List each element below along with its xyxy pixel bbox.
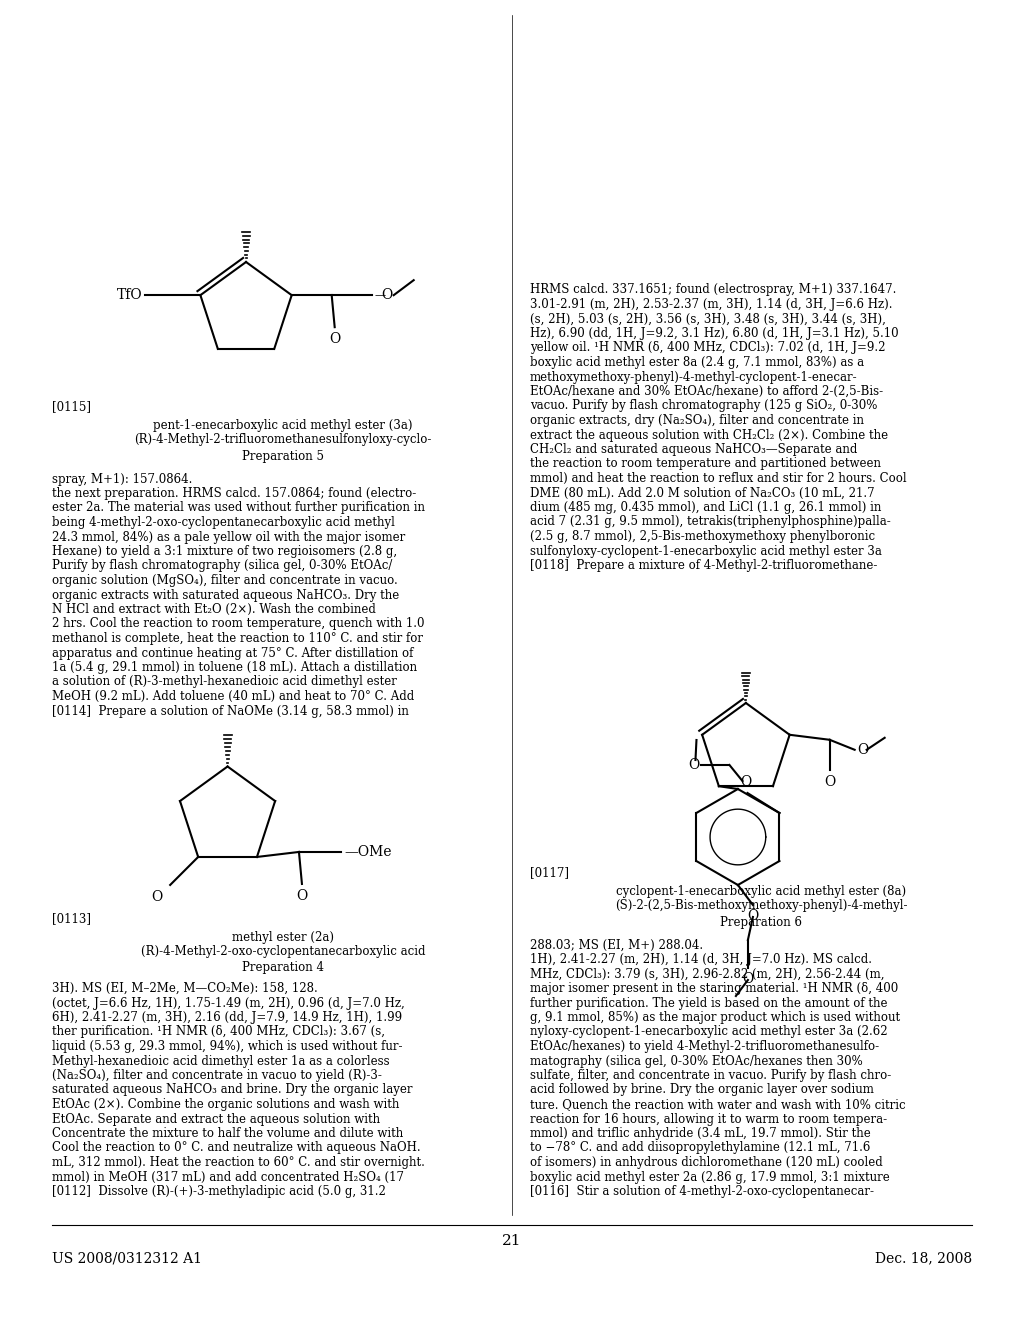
Text: 2 hrs. Cool the reaction to room temperature, quench with 1.0: 2 hrs. Cool the reaction to room tempera…: [52, 618, 425, 631]
Text: ther purification. ¹H NMR (δ, 400 MHz, CDCl₃): 3.67 (s,: ther purification. ¹H NMR (δ, 400 MHz, C…: [52, 1026, 385, 1039]
Text: organic extracts with saturated aqueous NaHCO₃. Dry the: organic extracts with saturated aqueous …: [52, 589, 399, 602]
Text: acid 7 (2.31 g, 9.5 mmol), tetrakis(triphenylphosphine)palla-: acid 7 (2.31 g, 9.5 mmol), tetrakis(trip…: [530, 516, 891, 528]
Text: [0116]  Stir a solution of 4-methyl-2-oxo-cyclopentanecar-: [0116] Stir a solution of 4-methyl-2-oxo…: [530, 1185, 874, 1199]
Text: —: —: [375, 290, 386, 300]
Text: 1a (5.4 g, 29.1 mmol) in toluene (18 mL). Attach a distillation: 1a (5.4 g, 29.1 mmol) in toluene (18 mL)…: [52, 661, 417, 675]
Text: CH₂Cl₂ and saturated aqueous NaHCO₃—Separate and: CH₂Cl₂ and saturated aqueous NaHCO₃—Sepa…: [530, 444, 857, 455]
Text: (s, 2H), 5.03 (s, 2H), 3.56 (s, 3H), 3.48 (s, 3H), 3.44 (s, 3H),: (s, 2H), 5.03 (s, 2H), 3.56 (s, 3H), 3.4…: [530, 313, 886, 326]
Text: O: O: [742, 972, 754, 986]
Text: Purify by flash chromatography (silica gel, 0-30% EtOAc/: Purify by flash chromatography (silica g…: [52, 560, 392, 573]
Text: acid followed by brine. Dry the organic layer over sodium: acid followed by brine. Dry the organic …: [530, 1084, 873, 1097]
Text: (R)-4-Methyl-2-oxo-cyclopentanecarboxylic acid: (R)-4-Methyl-2-oxo-cyclopentanecarboxyli…: [140, 945, 425, 958]
Text: cyclopent-1-enecarboxylic acid methyl ester (8a): cyclopent-1-enecarboxylic acid methyl es…: [616, 884, 906, 898]
Text: DME (80 mL). Add 2.0 M solution of Na₂CO₃ (10 mL, 21.7: DME (80 mL). Add 2.0 M solution of Na₂CO…: [530, 487, 874, 499]
Text: O: O: [296, 888, 307, 903]
Text: O: O: [824, 775, 836, 789]
Text: Concentrate the mixture to half the volume and dilute with: Concentrate the mixture to half the volu…: [52, 1127, 403, 1140]
Text: (R)-4-Methyl-2-trifluoromethanesulfonyloxy-cyclo-: (R)-4-Methyl-2-trifluoromethanesulfonylo…: [134, 433, 432, 446]
Text: further purification. The yield is based on the amount of the: further purification. The yield is based…: [530, 997, 888, 1010]
Text: pent-1-enecarboxylic acid methyl ester (3a): pent-1-enecarboxylic acid methyl ester (…: [154, 418, 413, 432]
Text: O: O: [740, 775, 751, 789]
Text: Hexane) to yield a 3:1 mixture of two regioisomers (2.8 g,: Hexane) to yield a 3:1 mixture of two re…: [52, 545, 397, 558]
Text: 21: 21: [502, 1234, 522, 1247]
Text: ester 2a. The material was used without further purification in: ester 2a. The material was used without …: [52, 502, 425, 515]
Text: [0118]  Prepare a mixture of 4-Methyl-2-trifluoromethane-: [0118] Prepare a mixture of 4-Methyl-2-t…: [530, 558, 878, 572]
Text: major isomer present in the staring material. ¹H NMR (δ, 400: major isomer present in the staring mate…: [530, 982, 898, 995]
Text: organic solution (MgSO₄), filter and concentrate in vacuo.: organic solution (MgSO₄), filter and con…: [52, 574, 397, 587]
Text: —OMe: —OMe: [344, 845, 391, 859]
Text: dium (485 mg, 0.435 mmol), and LiCl (1.1 g, 26.1 mmol) in: dium (485 mg, 0.435 mmol), and LiCl (1.1…: [530, 502, 882, 513]
Text: liquid (5.53 g, 29.3 mmol, 94%), which is used without fur-: liquid (5.53 g, 29.3 mmol, 94%), which i…: [52, 1040, 402, 1053]
Text: (octet, J=6.6 Hz, 1H), 1.75-1.49 (m, 2H), 0.96 (d, J=7.0 Hz,: (octet, J=6.6 Hz, 1H), 1.75-1.49 (m, 2H)…: [52, 997, 404, 1010]
Text: O: O: [748, 909, 759, 923]
Text: Preparation 6: Preparation 6: [720, 916, 802, 929]
Text: the next preparation. HRMS calcd. 157.0864; found (electro-: the next preparation. HRMS calcd. 157.08…: [52, 487, 416, 500]
Text: (2.5 g, 8.7 mmol), 2,5-Bis-methoxymethoxy phenylboronic: (2.5 g, 8.7 mmol), 2,5-Bis-methoxymethox…: [530, 531, 876, 543]
Text: a solution of (R)-3-methyl-hexanedioic acid dimethyl ester: a solution of (R)-3-methyl-hexanedioic a…: [52, 676, 397, 689]
Text: HRMS calcd. 337.1651; found (electrospray, M+1) 337.1647.: HRMS calcd. 337.1651; found (electrospra…: [530, 284, 896, 297]
Text: Cool the reaction to 0° C. and neutralize with aqueous NaOH.: Cool the reaction to 0° C. and neutraliz…: [52, 1142, 421, 1155]
Text: TfO: TfO: [117, 288, 142, 302]
Text: the reaction to room temperature and partitioned between: the reaction to room temperature and par…: [530, 458, 881, 470]
Text: EtOAc. Separate and extract the aqueous solution with: EtOAc. Separate and extract the aqueous …: [52, 1113, 380, 1126]
Text: Hz), 6.90 (dd, 1H, J=9.2, 3.1 Hz), 6.80 (d, 1H, J=3.1 Hz), 5.10: Hz), 6.90 (dd, 1H, J=9.2, 3.1 Hz), 6.80 …: [530, 327, 899, 341]
Text: reaction for 16 hours, allowing it to warm to room tempera-: reaction for 16 hours, allowing it to wa…: [530, 1113, 887, 1126]
Text: boxylic acid methyl ester 8a (2.4 g, 7.1 mmol, 83%) as a: boxylic acid methyl ester 8a (2.4 g, 7.1…: [530, 356, 864, 370]
Text: of isomers) in anhydrous dichloromethane (120 mL) cooled: of isomers) in anhydrous dichloromethane…: [530, 1156, 883, 1170]
Text: 3H). MS (EI, M–2Me, M—CO₂Me): 158, 128.: 3H). MS (EI, M–2Me, M—CO₂Me): 158, 128.: [52, 982, 317, 995]
Text: [0112]  Dissolve (R)-(+)-3-methyladipic acid (5.0 g, 31.2: [0112] Dissolve (R)-(+)-3-methyladipic a…: [52, 1185, 386, 1199]
Text: methoxymethoxy-phenyl)-4-methyl-cyclopent-1-enecar-: methoxymethoxy-phenyl)-4-methyl-cyclopen…: [530, 371, 858, 384]
Text: MHz, CDCl₃): 3.79 (s, 3H), 2.96-2.82 (m, 2H), 2.56-2.44 (m,: MHz, CDCl₃): 3.79 (s, 3H), 2.96-2.82 (m,…: [530, 968, 885, 981]
Text: mmol) and heat the reaction to reflux and stir for 2 hours. Cool: mmol) and heat the reaction to reflux an…: [530, 473, 906, 484]
Text: [0113]: [0113]: [52, 912, 91, 925]
Text: boxylic acid methyl ester 2a (2.86 g, 17.9 mmol, 3:1 mixture: boxylic acid methyl ester 2a (2.86 g, 17…: [530, 1171, 890, 1184]
Text: Methyl-hexanedioic acid dimethyl ester 1a as a colorless: Methyl-hexanedioic acid dimethyl ester 1…: [52, 1055, 389, 1068]
Text: being 4-methyl-2-oxo-cyclopentanecarboxylic acid methyl: being 4-methyl-2-oxo-cyclopentanecarboxy…: [52, 516, 395, 529]
Text: spray, M+1): 157.0864.: spray, M+1): 157.0864.: [52, 473, 193, 486]
Text: yellow oil. ¹H NMR (δ, 400 MHz, CDCl₃): 7.02 (d, 1H, J=9.2: yellow oil. ¹H NMR (δ, 400 MHz, CDCl₃): …: [530, 342, 886, 355]
Text: Dec. 18, 2008: Dec. 18, 2008: [874, 1251, 972, 1265]
Text: g, 9.1 mmol, 85%) as the major product which is used without: g, 9.1 mmol, 85%) as the major product w…: [530, 1011, 900, 1024]
Text: O: O: [688, 758, 699, 772]
Text: 3.01-2.91 (m, 2H), 2.53-2.37 (m, 3H), 1.14 (d, 3H, J=6.6 Hz).: 3.01-2.91 (m, 2H), 2.53-2.37 (m, 3H), 1.…: [530, 298, 893, 312]
Text: MeOH (9.2 mL). Add toluene (40 mL) and heat to 70° C. Add: MeOH (9.2 mL). Add toluene (40 mL) and h…: [52, 690, 415, 704]
Text: EtOAc/hexane and 30% EtOAc/hexane) to afford 2-(2,5-Bis-: EtOAc/hexane and 30% EtOAc/hexane) to af…: [530, 385, 883, 399]
Text: methyl ester (2a): methyl ester (2a): [232, 931, 334, 944]
Text: mL, 312 mmol). Heat the reaction to 60° C. and stir overnight.: mL, 312 mmol). Heat the reaction to 60° …: [52, 1156, 425, 1170]
Text: Preparation 5: Preparation 5: [242, 450, 324, 463]
Text: 288.03; MS (EI, M+) 288.04.: 288.03; MS (EI, M+) 288.04.: [530, 939, 703, 952]
Text: (Na₂SO₄), filter and concentrate in vacuo to yield (R)-3-: (Na₂SO₄), filter and concentrate in vacu…: [52, 1069, 382, 1082]
Text: methanol is complete, heat the reaction to 110° C. and stir for: methanol is complete, heat the reaction …: [52, 632, 423, 645]
Text: [0114]  Prepare a solution of NaOMe (3.14 g, 58.3 mmol) in: [0114] Prepare a solution of NaOMe (3.14…: [52, 705, 409, 718]
Text: to −78° C. and add diisopropylethylamine (12.1 mL, 71.6: to −78° C. and add diisopropylethylamine…: [530, 1142, 870, 1155]
Text: sulfate, filter, and concentrate in vacuo. Purify by flash chro-: sulfate, filter, and concentrate in vacu…: [530, 1069, 891, 1082]
Text: extract the aqueous solution with CH₂Cl₂ (2×). Combine the: extract the aqueous solution with CH₂Cl₂…: [530, 429, 888, 441]
Text: N HCl and extract with Et₂O (2×). Wash the combined: N HCl and extract with Et₂O (2×). Wash t…: [52, 603, 376, 616]
Text: O: O: [329, 333, 340, 346]
Text: nyloxy-cyclopent-1-enecarboxylic acid methyl ester 3a (2.62: nyloxy-cyclopent-1-enecarboxylic acid me…: [530, 1026, 888, 1039]
Text: O: O: [858, 743, 869, 756]
Text: 6H), 2.41-2.27 (m, 3H), 2.16 (dd, J=7.9, 14.9 Hz, 1H), 1.99: 6H), 2.41-2.27 (m, 3H), 2.16 (dd, J=7.9,…: [52, 1011, 402, 1024]
Text: 1H), 2.41-2.27 (m, 2H), 1.14 (d, 3H, J=7.0 Hz). MS calcd.: 1H), 2.41-2.27 (m, 2H), 1.14 (d, 3H, J=7…: [530, 953, 872, 966]
Text: Preparation 4: Preparation 4: [242, 961, 324, 974]
Text: EtOAc (2×). Combine the organic solutions and wash with: EtOAc (2×). Combine the organic solution…: [52, 1098, 399, 1111]
Text: [0115]: [0115]: [52, 400, 91, 413]
Text: [0117]: [0117]: [530, 866, 569, 879]
Text: mmol) in MeOH (317 mL) and add concentrated H₂SO₄ (17: mmol) in MeOH (317 mL) and add concentra…: [52, 1171, 404, 1184]
Text: ture. Quench the reaction with water and wash with 10% citric: ture. Quench the reaction with water and…: [530, 1098, 905, 1111]
Text: vacuo. Purify by flash chromatography (125 g SiO₂, 0-30%: vacuo. Purify by flash chromatography (1…: [530, 400, 878, 412]
Text: US 2008/0312312 A1: US 2008/0312312 A1: [52, 1251, 202, 1265]
Text: EtOAc/hexanes) to yield 4-Methyl-2-trifluoromethanesulfo-: EtOAc/hexanes) to yield 4-Methyl-2-trifl…: [530, 1040, 880, 1053]
Text: O: O: [151, 890, 162, 904]
Text: O: O: [382, 288, 393, 302]
Text: organic extracts, dry (Na₂SO₄), filter and concentrate in: organic extracts, dry (Na₂SO₄), filter a…: [530, 414, 864, 426]
Text: sulfonyloxy-cyclopent-1-enecarboxylic acid methyl ester 3a: sulfonyloxy-cyclopent-1-enecarboxylic ac…: [530, 544, 882, 557]
Text: (S)-2-(2,5-Bis-methoxymethoxy-phenyl)-4-methyl-: (S)-2-(2,5-Bis-methoxymethoxy-phenyl)-4-…: [614, 899, 907, 912]
Text: saturated aqueous NaHCO₃ and brine. Dry the organic layer: saturated aqueous NaHCO₃ and brine. Dry …: [52, 1084, 413, 1097]
Text: apparatus and continue heating at 75° C. After distillation of: apparatus and continue heating at 75° C.…: [52, 647, 414, 660]
Text: mmol) and triflic anhydride (3.4 mL, 19.7 mmol). Stir the: mmol) and triflic anhydride (3.4 mL, 19.…: [530, 1127, 870, 1140]
Text: matography (silica gel, 0-30% EtOAc/hexanes then 30%: matography (silica gel, 0-30% EtOAc/hexa…: [530, 1055, 863, 1068]
Text: 24.3 mmol, 84%) as a pale yellow oil with the major isomer: 24.3 mmol, 84%) as a pale yellow oil wit…: [52, 531, 406, 544]
